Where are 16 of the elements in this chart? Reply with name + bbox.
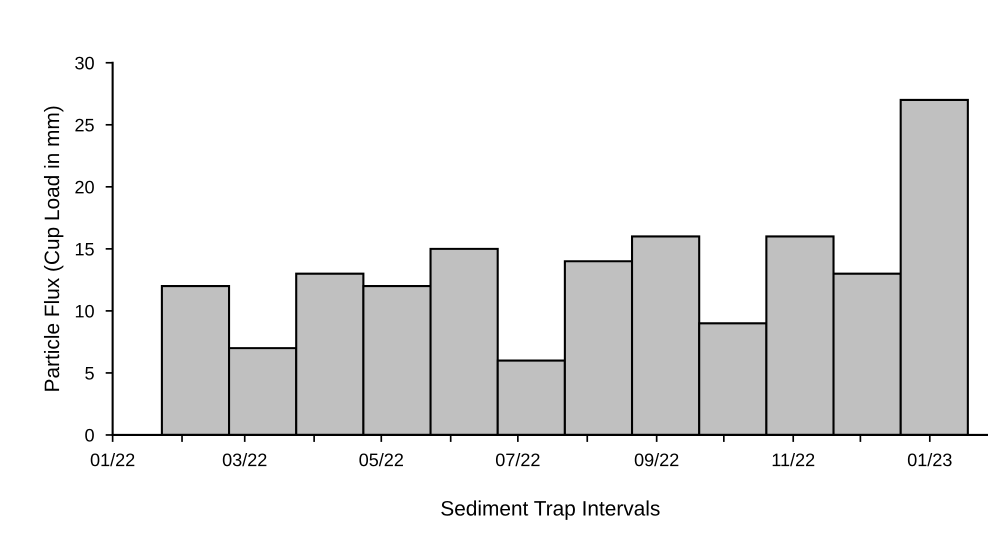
y-tick-label: 10 [76, 304, 94, 318]
x-tick-label: 01/22 [90, 453, 134, 466]
y-tick-label: 15 [76, 242, 94, 256]
y-axis-title: Particle Flux (Cup Load in mm) [44, 106, 64, 391]
y-tick-label: 25 [75, 118, 94, 132]
y-tick-label: 30 [75, 56, 94, 70]
x-tick-label: 03/22 [222, 453, 266, 466]
y-tick-label: 20 [75, 180, 94, 194]
y-tick-label: 5 [85, 367, 94, 380]
x-tick-label: 05/22 [359, 453, 403, 466]
x-tick-label: 09/22 [634, 453, 678, 466]
x-tick-label: 11/22 [772, 453, 814, 466]
x-tick-label: 07/22 [496, 453, 540, 466]
y-tick-label: 0 [85, 428, 94, 442]
x-axis-title: Sediment Trap Intervals [441, 500, 660, 520]
x-tick-label: 01/23 [908, 453, 952, 466]
